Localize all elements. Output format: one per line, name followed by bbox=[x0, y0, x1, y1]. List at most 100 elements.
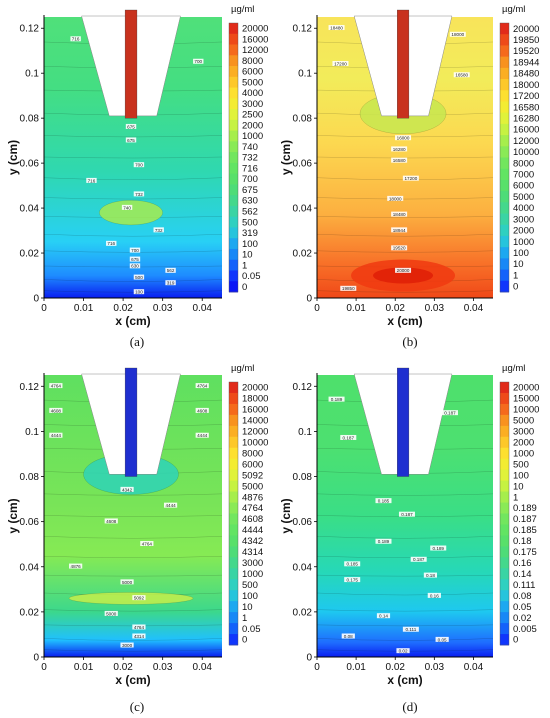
x-tick-label: 0 bbox=[41, 662, 47, 673]
colorbar-unit: µg/ml bbox=[231, 363, 254, 374]
colorbar-swatch bbox=[500, 513, 509, 525]
y-axis-label: y (cm) bbox=[279, 140, 293, 175]
colorbar-swatch bbox=[229, 98, 238, 110]
contour-label-bg bbox=[70, 36, 81, 42]
contour-label: 716 bbox=[107, 241, 115, 246]
contour-label: 4876 bbox=[71, 564, 82, 569]
colorbar-label: 19850 bbox=[513, 35, 539, 46]
y-tick-label: 0.02 bbox=[293, 607, 313, 618]
colorbar-label: 0.14 bbox=[513, 569, 532, 580]
colorbar-swatch bbox=[229, 546, 238, 558]
colorbar-frame bbox=[228, 22, 239, 293]
colorbar-label: 5092 bbox=[242, 470, 263, 481]
colorbar-swatch bbox=[229, 590, 238, 602]
contour-label-bg bbox=[49, 432, 63, 438]
colorbar-label: 562 bbox=[242, 207, 258, 218]
colorbar-label: 0.175 bbox=[513, 547, 537, 558]
colorbar-swatch bbox=[500, 135, 509, 147]
contour-label-bg bbox=[121, 204, 133, 210]
colorbar-label: 500 bbox=[513, 459, 529, 470]
colorbar-label: 2000 bbox=[242, 120, 263, 131]
x-axis-label: x (cm) bbox=[387, 673, 422, 687]
contour-label-bg bbox=[376, 613, 391, 619]
contour-label: 319 bbox=[167, 281, 175, 286]
colorbar-label: 16000 bbox=[242, 34, 268, 45]
colorbar-label: 6000 bbox=[242, 459, 263, 470]
contour-label-bg bbox=[391, 146, 408, 152]
colorbar-label: 4342 bbox=[242, 536, 263, 547]
colorbar-swatch bbox=[500, 23, 509, 35]
panel-1: 0 0.01 0.02 0.03 0.04 0 0.02 0.04 0.06 0.08 0.1 0.1… bbox=[279, 4, 539, 349]
colorbar-swatch bbox=[500, 101, 509, 114]
y-tick-label: 0.12 bbox=[20, 382, 40, 393]
colorbar-swatch bbox=[500, 458, 509, 471]
contour-label: 0.18 bbox=[426, 573, 435, 578]
colorbar-swatch bbox=[500, 546, 509, 558]
contour-label: 675 bbox=[131, 257, 139, 262]
contour-label: 4608 bbox=[106, 519, 117, 524]
colorbar-label: 1 bbox=[513, 492, 518, 503]
contour-label-bg bbox=[106, 240, 117, 246]
contour-label-bg bbox=[86, 177, 97, 183]
colorbar-swatch bbox=[500, 269, 509, 282]
y-axis-label: y (cm) bbox=[6, 498, 20, 533]
contour-label: 4444 bbox=[51, 433, 62, 438]
contour-label-bg bbox=[165, 267, 176, 273]
colorbar-swatch bbox=[229, 403, 238, 416]
colorbar-label: 4000 bbox=[513, 203, 534, 214]
colorbar-swatch bbox=[500, 179, 509, 192]
contour-line bbox=[317, 290, 493, 293]
contour-hotspot bbox=[99, 200, 163, 226]
contour-label: 0.16 bbox=[430, 593, 439, 598]
colorbar-label: 6000 bbox=[242, 67, 263, 78]
y-tick-label: 0.08 bbox=[20, 114, 40, 125]
contour-label-bg bbox=[129, 263, 141, 269]
colorbar-label: 0.02 bbox=[513, 613, 532, 624]
contour-label: 0.189 bbox=[432, 546, 444, 551]
contour-core-inner bbox=[373, 267, 434, 284]
y-tick-label: 0.02 bbox=[293, 249, 313, 260]
colorbar-label: 18000 bbox=[242, 394, 268, 405]
contour-line bbox=[44, 135, 222, 138]
colorbar-swatch bbox=[229, 425, 238, 438]
contour-label-bg bbox=[133, 289, 145, 295]
contour-label: 18000 bbox=[389, 196, 402, 201]
contour-label-bg bbox=[120, 579, 134, 585]
colorbar-label: 0.189 bbox=[513, 503, 537, 514]
needle bbox=[124, 9, 138, 119]
contour-label-bg bbox=[391, 157, 408, 163]
y-tick-label: 0.04 bbox=[293, 562, 313, 573]
colorbar-label: 6000 bbox=[513, 181, 534, 192]
colorbar-swatch bbox=[500, 579, 509, 591]
contour-label: 4608 bbox=[51, 408, 62, 413]
contour-label-bg bbox=[120, 486, 134, 492]
y-tick-label: 0.04 bbox=[293, 204, 313, 215]
contour-label: 4764 bbox=[134, 625, 145, 630]
panel-label: (b) bbox=[402, 334, 417, 349]
colorbar-swatch bbox=[229, 535, 238, 547]
colorbar-swatch bbox=[500, 146, 509, 158]
contour-line bbox=[317, 216, 493, 218]
x-tick-label: 0.03 bbox=[425, 303, 445, 314]
colorbar-swatch bbox=[229, 458, 238, 471]
contour-label: 16580 bbox=[393, 158, 406, 163]
x-tick-label: 0 bbox=[41, 303, 47, 314]
contour-label: 4444 bbox=[197, 433, 208, 438]
colorbar-label: 10000 bbox=[242, 437, 268, 448]
contour-line bbox=[44, 515, 222, 517]
x-tick-label: 0.01 bbox=[346, 662, 366, 673]
colorbar-swatch bbox=[229, 480, 238, 492]
contour-label-bg bbox=[387, 195, 404, 201]
colorbar-swatch bbox=[229, 612, 238, 624]
y-tick-label: 0.02 bbox=[20, 607, 40, 618]
y-tick-label: 0.1 bbox=[298, 427, 312, 438]
contour-line bbox=[44, 290, 222, 293]
colorbar-swatch bbox=[229, 66, 238, 78]
colorbar-swatch bbox=[229, 502, 238, 514]
contour-label: 700 bbox=[194, 59, 202, 64]
contour-label-bg bbox=[104, 518, 118, 524]
colorbar-swatch bbox=[500, 502, 509, 514]
colorbar-label: 5000 bbox=[513, 192, 534, 203]
contour-label: 100 bbox=[135, 290, 143, 295]
